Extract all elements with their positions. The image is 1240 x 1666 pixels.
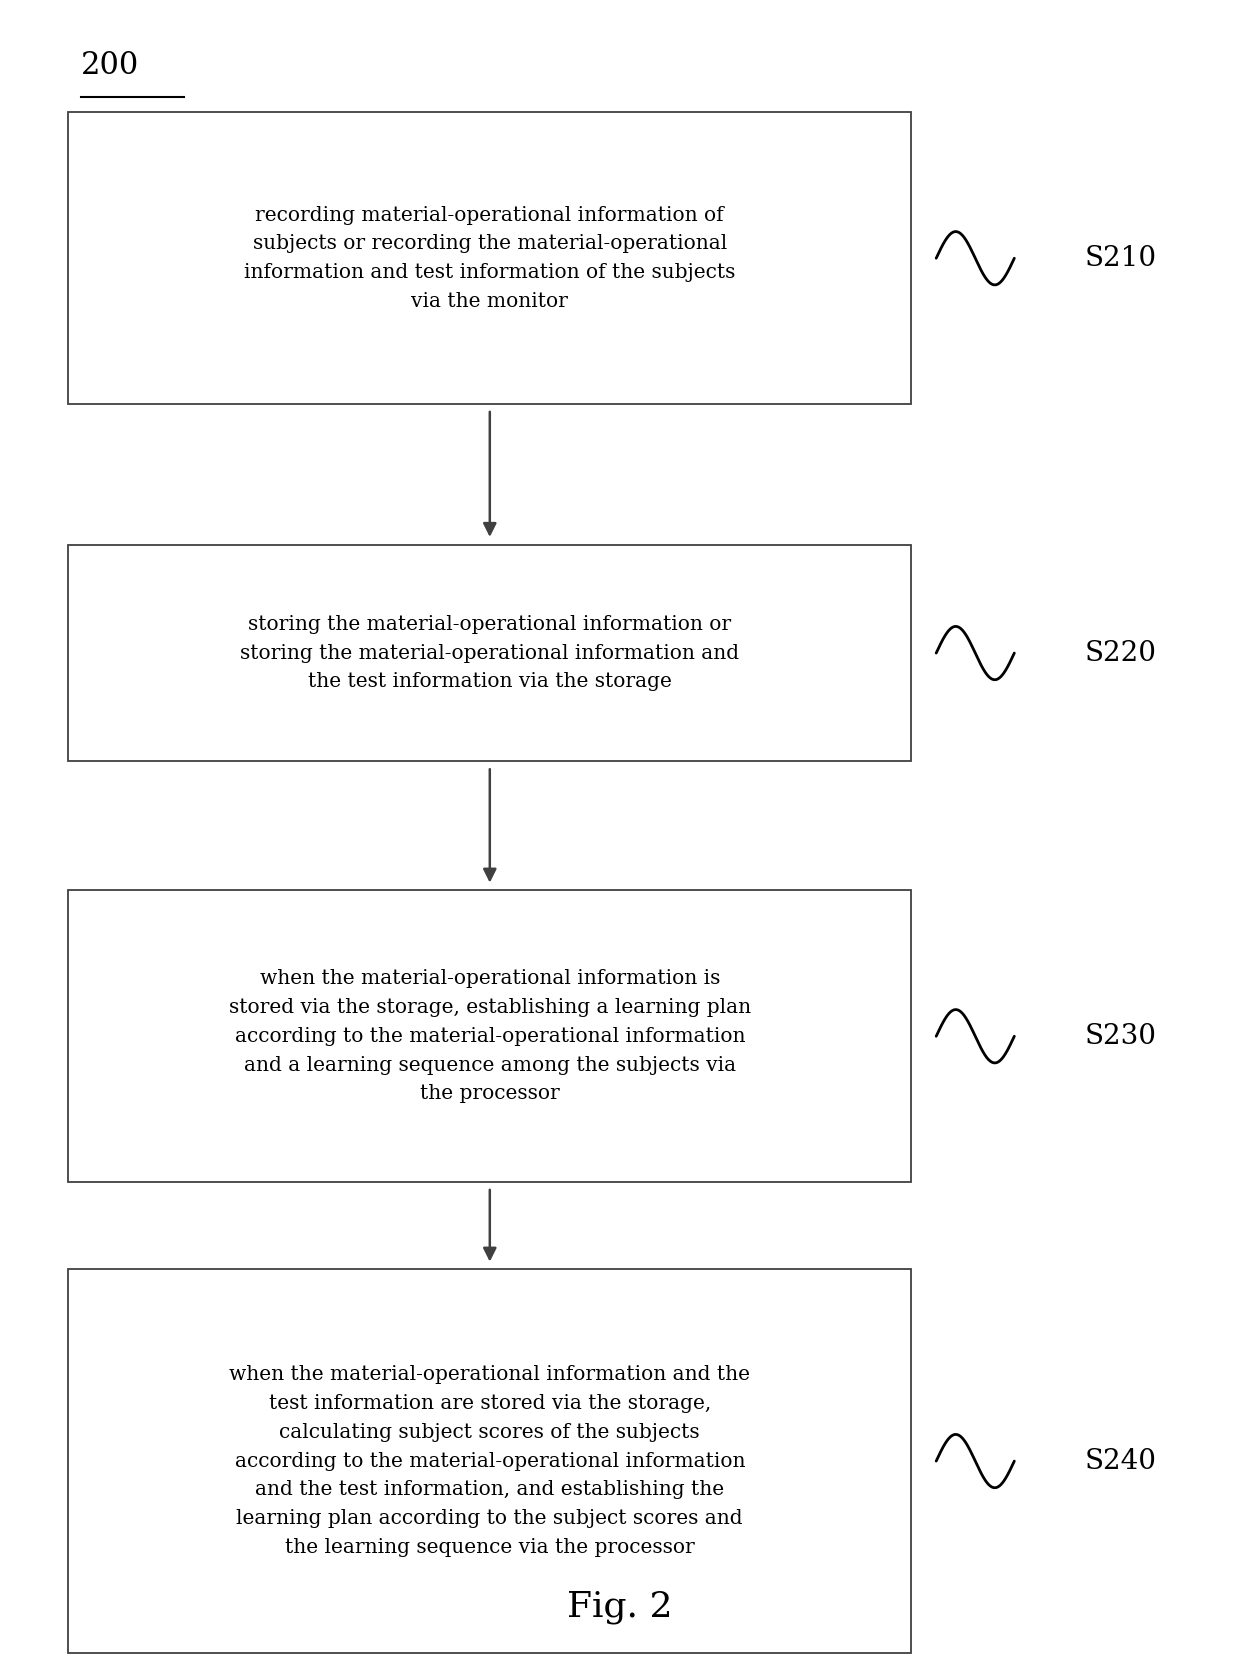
Text: storing the material-operational information or
storing the material-operational: storing the material-operational informa… [241, 615, 739, 691]
Text: S230: S230 [1085, 1023, 1157, 1050]
Text: when the material-operational information is
stored via the storage, establishin: when the material-operational informatio… [228, 970, 751, 1103]
FancyBboxPatch shape [68, 1269, 911, 1653]
Text: S240: S240 [1085, 1448, 1157, 1474]
Text: when the material-operational information and the
test information are stored vi: when the material-operational informatio… [229, 1366, 750, 1556]
FancyBboxPatch shape [68, 113, 911, 405]
Text: Fig. 2: Fig. 2 [567, 1591, 673, 1624]
FancyBboxPatch shape [68, 545, 911, 761]
Text: recording material-operational information of
subjects or recording the material: recording material-operational informati… [244, 205, 735, 312]
Text: S210: S210 [1085, 245, 1157, 272]
Text: 200: 200 [81, 50, 139, 82]
Text: S220: S220 [1085, 640, 1157, 666]
FancyBboxPatch shape [68, 891, 911, 1183]
